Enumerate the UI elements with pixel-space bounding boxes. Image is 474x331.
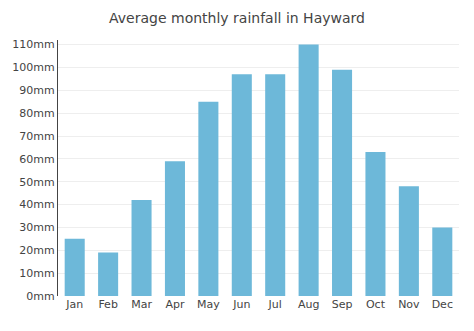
svg-text:Jan: Jan (65, 298, 83, 311)
svg-text:50mm: 50mm (19, 176, 54, 189)
svg-text:80mm: 80mm (19, 107, 54, 120)
svg-text:Jun: Jun (232, 298, 250, 311)
svg-text:90mm: 90mm (19, 84, 54, 97)
svg-text:100mm: 100mm (12, 61, 54, 74)
svg-text:40mm: 40mm (19, 198, 54, 211)
svg-text:110mm: 110mm (12, 38, 54, 51)
svg-text:30mm: 30mm (19, 221, 54, 234)
svg-text:20mm: 20mm (19, 244, 54, 257)
svg-text:Feb: Feb (98, 298, 117, 311)
svg-text:Jul: Jul (268, 298, 282, 311)
svg-text:Average monthly rainfall in Ha: Average monthly rainfall in Hayward (109, 10, 365, 26)
svg-text:May: May (197, 298, 220, 311)
svg-text:Dec: Dec (432, 298, 453, 311)
svg-text:10mm: 10mm (19, 267, 54, 280)
svg-text:Nov: Nov (398, 298, 420, 311)
svg-text:0mm: 0mm (26, 290, 54, 303)
svg-text:70mm: 70mm (19, 130, 54, 143)
svg-text:Sep: Sep (332, 298, 353, 311)
svg-text:Aug: Aug (298, 298, 319, 311)
svg-text:60mm: 60mm (19, 153, 54, 166)
svg-text:Apr: Apr (165, 298, 185, 311)
svg-text:Mar: Mar (131, 298, 152, 311)
svg-text:Oct: Oct (366, 298, 386, 311)
